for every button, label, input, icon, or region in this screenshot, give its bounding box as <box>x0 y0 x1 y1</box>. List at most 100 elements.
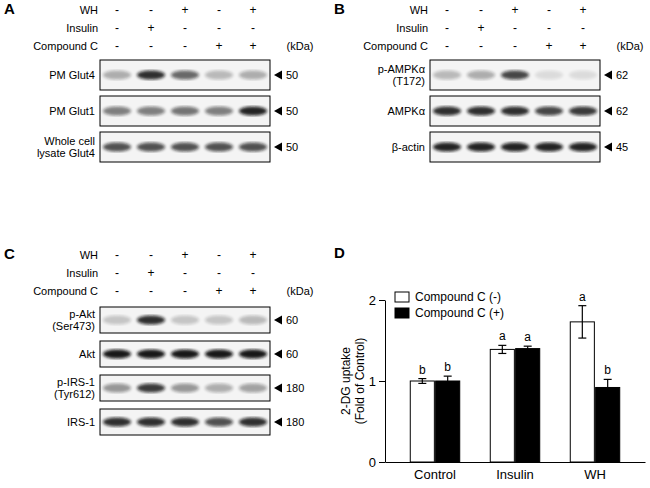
band <box>433 143 461 152</box>
condition-sign: + <box>249 39 256 53</box>
condition-sign: - <box>513 21 517 35</box>
y-tick-mark <box>379 381 385 382</box>
condition-sign: - <box>115 39 119 53</box>
y-tick-mark <box>379 300 385 301</box>
band <box>137 384 165 393</box>
condition-sign: + <box>579 3 586 17</box>
bar <box>516 349 540 462</box>
condition-label: WH <box>80 4 98 16</box>
error-bar <box>524 346 532 351</box>
condition-sign: - <box>581 21 585 35</box>
arrow <box>274 316 282 325</box>
error-cap <box>578 337 586 338</box>
band <box>171 316 199 325</box>
error-bar <box>444 376 452 386</box>
condition-sign: + <box>181 3 188 17</box>
band <box>103 350 131 359</box>
plot-marks <box>410 306 619 462</box>
kda-label: 50 <box>286 69 298 81</box>
y-axis-title: 2-DG uptake <box>339 347 353 415</box>
error-line <box>502 345 503 353</box>
error-cap <box>444 376 452 377</box>
error-cap <box>444 385 452 386</box>
blot-label: Akt <box>79 348 95 360</box>
condition-sign: - <box>513 39 517 53</box>
error-cap <box>604 379 612 380</box>
band <box>205 384 233 393</box>
blot-frame <box>100 341 270 367</box>
condition-sign: + <box>579 39 586 53</box>
condition-sign: - <box>149 3 153 17</box>
x-tick-label: Insulin <box>496 467 534 482</box>
bar <box>596 387 620 462</box>
condition-sign: - <box>149 248 153 262</box>
condition-sign: + <box>249 284 256 298</box>
condition-sign: + <box>147 266 154 280</box>
y-axis-line <box>385 301 386 463</box>
blot-frame <box>100 409 270 435</box>
band <box>171 143 199 152</box>
condition-label: Insulin <box>396 22 428 34</box>
y-tick-label: 0 <box>369 455 376 470</box>
condition-sign: + <box>249 248 256 262</box>
kda-label: 180 <box>286 416 304 428</box>
band <box>205 316 233 325</box>
blot-label: PM Glut1 <box>49 105 95 117</box>
error-bar <box>578 306 586 338</box>
bar <box>570 322 594 462</box>
x-tick-label: WH <box>584 467 606 482</box>
unit-label: (kDa) <box>287 40 314 52</box>
legend-label: Compound C (+) <box>415 306 504 320</box>
band <box>171 71 199 80</box>
band <box>239 384 267 393</box>
kda-label: 180 <box>286 382 304 394</box>
kda-label: 60 <box>286 348 298 360</box>
band <box>205 350 233 359</box>
blot-frame <box>430 60 600 90</box>
kda-label: 62 <box>616 69 628 81</box>
significance-letter: b <box>419 363 426 377</box>
band <box>535 143 563 152</box>
significance-letter: b <box>604 363 611 377</box>
condition-label: Insulin <box>66 267 98 279</box>
condition-sign: - <box>115 284 119 298</box>
bar <box>410 381 434 462</box>
condition-sign: + <box>477 21 484 35</box>
condition-sign: + <box>215 284 222 298</box>
condition-sign: + <box>215 39 222 53</box>
x-tick-label: Control <box>414 467 456 482</box>
band <box>205 418 233 427</box>
kda-label: 50 <box>286 141 298 153</box>
error-line <box>527 346 528 351</box>
legend-swatch <box>395 308 409 318</box>
condition-sign: + <box>147 21 154 35</box>
error-cap <box>418 383 426 384</box>
band <box>569 143 597 152</box>
blot-label: Whole cell <box>44 135 95 147</box>
blot-panel: BWH--+-+Insulin-+---Compound C---++(kDa)… <box>334 0 643 162</box>
band <box>433 71 461 80</box>
condition-label: Compound C <box>33 285 98 297</box>
condition-sign: - <box>445 21 449 35</box>
error-cap <box>498 353 506 354</box>
band <box>535 71 563 80</box>
band <box>103 107 131 116</box>
blot-frame <box>100 375 270 401</box>
arrow <box>274 71 282 80</box>
band <box>433 107 461 116</box>
condition-sign: - <box>445 3 449 17</box>
condition-sign: - <box>479 39 483 53</box>
panel-label: C <box>4 245 15 262</box>
unit-label: (kDa) <box>617 40 644 52</box>
condition-sign: - <box>217 21 221 35</box>
error-line <box>582 306 583 338</box>
blot-frame <box>430 132 600 162</box>
condition-sign: - <box>115 266 119 280</box>
band <box>137 107 165 116</box>
condition-sign: - <box>217 266 221 280</box>
significance-letter: b <box>444 360 451 374</box>
condition-label: WH <box>80 249 98 261</box>
condition-sign: + <box>249 3 256 17</box>
error-bar <box>604 379 612 395</box>
condition-sign: + <box>181 248 188 262</box>
